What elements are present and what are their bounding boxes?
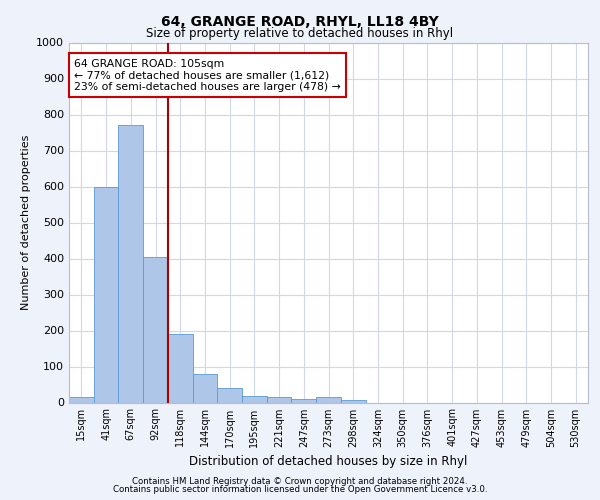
Bar: [341, 400, 365, 402]
Bar: [94, 186, 118, 402]
Bar: [118, 126, 143, 402]
Text: 64 GRANGE ROAD: 105sqm
← 77% of detached houses are smaller (1,612)
23% of semi-: 64 GRANGE ROAD: 105sqm ← 77% of detached…: [74, 58, 341, 92]
Bar: [143, 256, 168, 402]
X-axis label: Distribution of detached houses by size in Rhyl: Distribution of detached houses by size …: [190, 455, 467, 468]
Bar: [316, 397, 341, 402]
Bar: [292, 399, 316, 402]
Text: Size of property relative to detached houses in Rhyl: Size of property relative to detached ho…: [146, 28, 454, 40]
Bar: [242, 396, 267, 402]
Bar: [193, 374, 217, 402]
Text: Contains HM Land Registry data © Crown copyright and database right 2024.: Contains HM Land Registry data © Crown c…: [132, 477, 468, 486]
Bar: [168, 334, 193, 402]
Y-axis label: Number of detached properties: Number of detached properties: [20, 135, 31, 310]
Text: Contains public sector information licensed under the Open Government Licence v3: Contains public sector information licen…: [113, 485, 487, 494]
Bar: [69, 397, 94, 402]
Text: 64, GRANGE ROAD, RHYL, LL18 4BY: 64, GRANGE ROAD, RHYL, LL18 4BY: [161, 15, 439, 29]
Bar: [267, 396, 292, 402]
Bar: [217, 388, 242, 402]
